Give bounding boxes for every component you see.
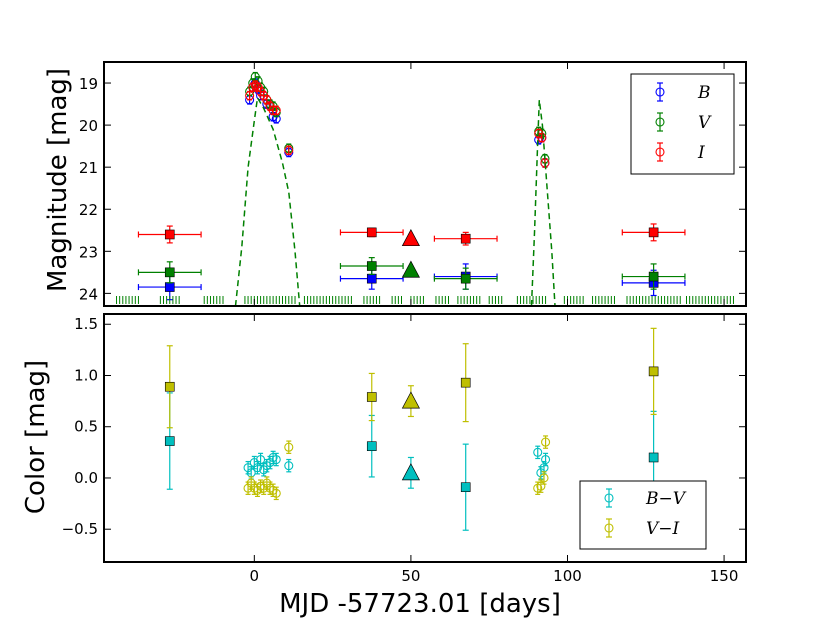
legend-label-B: B [697, 83, 711, 103]
legend-label-I: I [697, 143, 705, 163]
color-point-VI [541, 437, 551, 447]
data-point-I [284, 145, 294, 155]
color-stacked-point [164, 436, 175, 446]
color-panel: −0.5 0.0 0.5 1.0 1.5 0 50 100 150 B−V V−I [62, 313, 747, 585]
stacked-point-B [164, 282, 175, 292]
limit-triangle-V [401, 260, 420, 278]
y-tick-label: 24 [79, 285, 98, 303]
stacked-point-V [164, 267, 175, 278]
color-stacked-point [648, 452, 659, 463]
color-point-BV [262, 461, 272, 471]
stacked-point-V [460, 273, 471, 284]
magnitude-frame [103, 61, 747, 307]
color-point-BV [541, 454, 551, 465]
color-legend: B−V V−I [579, 480, 707, 550]
magnitude-plot-area [116, 71, 734, 306]
color-point-BV [284, 461, 294, 471]
color-point-BV [533, 447, 543, 457]
stacked-point-I [164, 229, 175, 240]
stacked-point-V [366, 261, 377, 271]
color-limit-triangle [401, 463, 420, 481]
x-tick-label: 50 [401, 567, 420, 585]
color-stacked-point [366, 392, 377, 402]
y-tick-label: 21 [79, 159, 98, 177]
color-point-BV [271, 454, 281, 465]
stacked-point-I [460, 233, 471, 244]
legend-box [579, 480, 707, 550]
x-tick-label: 150 [710, 567, 739, 585]
x-axis-label: MJD -57723.01 [days] [279, 589, 561, 619]
y-tick-label: 19 [79, 75, 98, 93]
color-point-VI [271, 488, 281, 498]
legend-marker-B [655, 87, 665, 97]
y-tick-label: 20 [79, 117, 98, 135]
data-point-I [537, 133, 547, 143]
magnitude-panel: 19 20 21 22 23 24 BVI [79, 61, 747, 307]
legend-label: B−V [645, 489, 687, 509]
color-point-BV [243, 463, 253, 473]
color-point-VI [268, 485, 278, 495]
magnitude-legend: BVI [630, 73, 735, 175]
color-point-VI [259, 483, 269, 493]
data-point-I [245, 91, 255, 101]
legend-marker-V [655, 117, 665, 127]
y-tick-label: 1.0 [74, 366, 98, 384]
limit-triangle-I [401, 228, 420, 247]
y-tick-label: −0.5 [62, 520, 98, 538]
y-tick-label: 0.5 [74, 418, 98, 436]
legend-label-V: V [698, 113, 712, 133]
color-point-VI [246, 478, 256, 488]
x-tick-label: 100 [553, 567, 582, 585]
color-point-VI [536, 481, 546, 491]
color-point-VI [284, 442, 294, 452]
stacked-point-B [366, 273, 377, 284]
color-point-VI [539, 473, 549, 483]
color-stacked-point [366, 441, 377, 451]
y-tick-label: 22 [79, 201, 98, 219]
model-curve-V [234, 95, 301, 306]
legend-marker [604, 493, 614, 503]
y-tick-label: 0.0 [74, 469, 98, 487]
color-point-BV [252, 463, 263, 473]
color-limit-triangle [401, 391, 420, 409]
color-stacked-point [460, 482, 471, 492]
stacked-point-I [648, 227, 659, 238]
magnitude-axis-label: Magnitude [mag] [43, 68, 73, 292]
color-point-VI [262, 478, 272, 488]
y-tick-label: 1.5 [74, 315, 98, 333]
color-stacked-point [460, 377, 471, 388]
color-point-BV [536, 468, 546, 478]
color-stacked-point [164, 381, 175, 392]
legend-box [630, 73, 735, 175]
data-point-I [250, 80, 260, 90]
data-point-I [268, 105, 278, 115]
color-point-VI [243, 483, 253, 493]
x-tick-label: 0 [250, 567, 260, 585]
stacked-point-I [366, 227, 377, 238]
legend-marker-I [655, 147, 665, 157]
stacked-point-V [648, 271, 659, 282]
data-point-I [248, 82, 258, 92]
legend-label: V−I [646, 519, 680, 539]
model-curve-V [530, 99, 556, 306]
color-axis-label: Color [mag] [21, 360, 51, 514]
legend-marker [604, 523, 614, 533]
y-tick-label: 23 [79, 243, 98, 261]
color-frame [103, 313, 747, 563]
data-point-I [271, 105, 281, 115]
color-stacked-point [648, 366, 659, 377]
